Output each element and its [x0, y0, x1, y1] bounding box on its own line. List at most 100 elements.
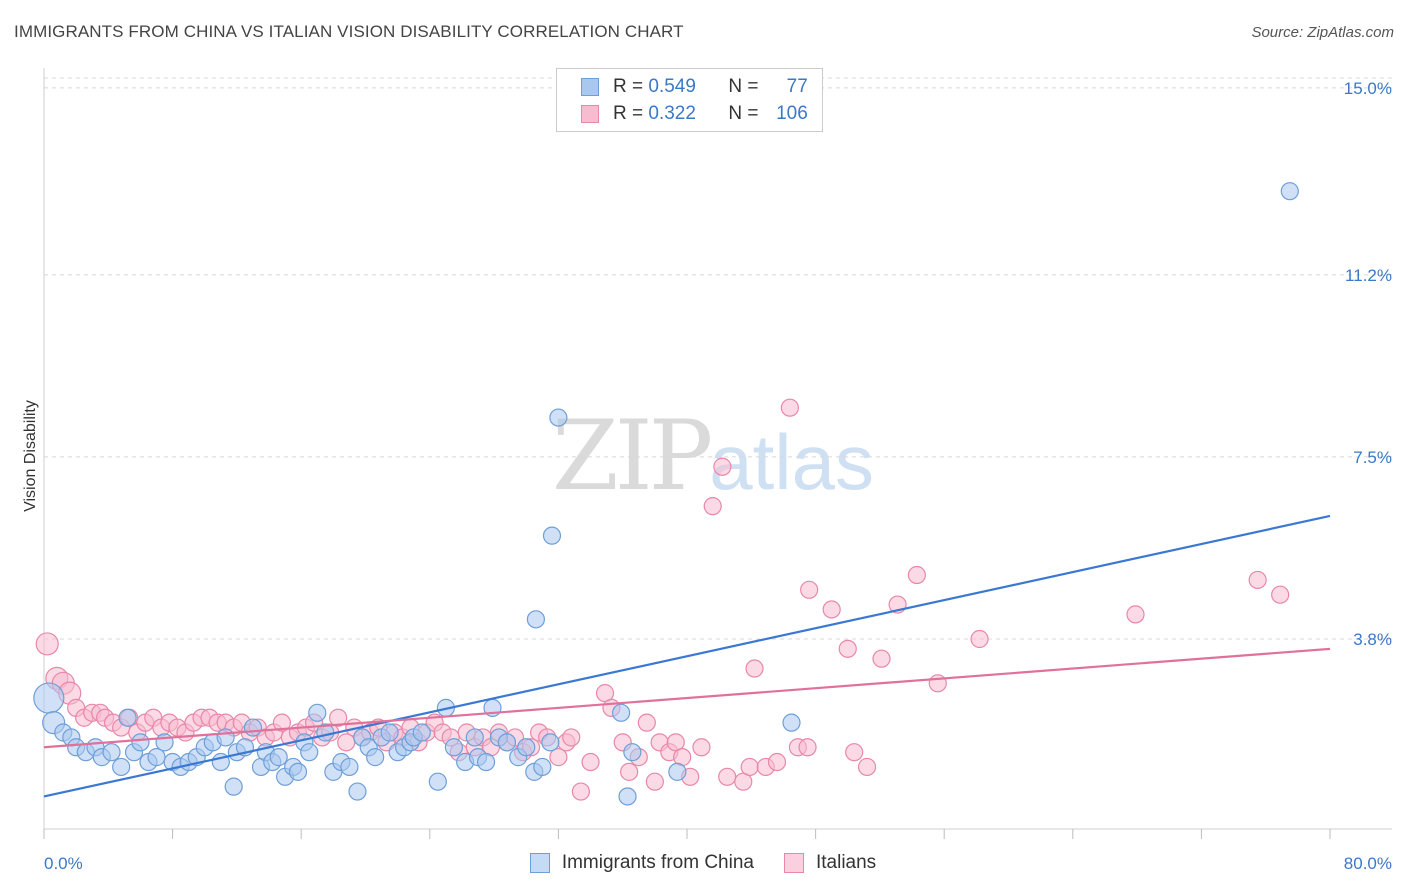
china-point: [782, 713, 801, 732]
china-point: [1280, 182, 1299, 201]
italians-point: [838, 639, 857, 658]
source-label: Source: ZipAtlas.com: [1251, 24, 1394, 41]
y-tick-label: 11.2%: [1345, 266, 1392, 285]
grid: [44, 77, 1392, 640]
china-point: [243, 718, 263, 737]
legend-r-label: R =: [613, 76, 644, 97]
china-point: [549, 408, 568, 427]
legend-r-value: 0.322: [648, 103, 696, 124]
china-point: [412, 723, 431, 742]
legend-r-label: R =: [613, 103, 644, 124]
china-point: [526, 610, 545, 629]
italians-point: [907, 565, 926, 585]
x-tick-label-min: 0.0%: [44, 854, 83, 873]
china-point: [465, 728, 484, 747]
italians-point: [562, 728, 581, 747]
china-point: [288, 762, 308, 781]
italians-point: [780, 398, 799, 417]
china-point: [497, 733, 517, 752]
series-legend: Immigrants from China Italians: [0, 852, 1406, 874]
china-point: [380, 723, 399, 742]
china-point: [112, 757, 131, 777]
china-point: [155, 733, 174, 752]
watermark-zip: ZIP: [552, 400, 713, 512]
italians-point: [800, 580, 819, 599]
china-point: [131, 733, 150, 752]
china-trend-line: [43, 514, 1331, 798]
y-tick-label: 3.8%: [1353, 630, 1392, 649]
china-point: [348, 782, 367, 801]
series-label-italians: Italians: [815, 852, 877, 873]
italians-point: [822, 600, 841, 619]
china-point: [340, 757, 359, 777]
legend-n-label: N =: [728, 76, 759, 97]
legend-r-value: 0.549: [648, 76, 696, 97]
watermark: ZIPatlas: [552, 400, 874, 512]
legend-swatch-italians: [581, 105, 599, 123]
y-tick-label: 15.0%: [1344, 79, 1392, 98]
legend-n-value: 106: [776, 103, 808, 124]
series-legend-china: Immigrants from China: [529, 852, 754, 874]
china-point: [541, 733, 560, 752]
watermark-atlas: atlas: [709, 418, 874, 506]
italians-point: [798, 738, 817, 757]
italians-point: [703, 497, 722, 516]
italians-point: [1126, 605, 1145, 624]
italians-point: [718, 767, 737, 786]
y-axis-label: Vision Disability: [22, 400, 39, 512]
italians-point: [645, 772, 664, 791]
legend-row-italians: R = 0.322 N = 106: [581, 101, 808, 127]
legend: R = 0.549 N = 77 R = 0.322 N = 106: [556, 68, 823, 132]
series-label-china: Immigrants from China: [561, 852, 754, 873]
china-point: [118, 708, 137, 727]
italians-point: [857, 757, 877, 777]
china-point: [102, 743, 121, 762]
points: [33, 182, 1299, 806]
x-tick-label-max: 80.0%: [1344, 854, 1392, 873]
china-point: [366, 748, 385, 767]
china-point: [533, 757, 552, 777]
italians-point: [620, 762, 639, 781]
italians-point: [35, 632, 59, 656]
italians-point: [329, 708, 348, 727]
chart-title: IMMIGRANTS FROM CHINA VS ITALIAN VISION …: [14, 22, 684, 41]
china-point: [269, 748, 288, 767]
italians-point: [872, 649, 891, 668]
legend-swatch-china: [581, 78, 599, 96]
legend-row-china: R = 0.549 N = 77: [581, 74, 808, 100]
italians-point: [740, 757, 759, 777]
china-point: [33, 682, 65, 714]
china-point: [224, 777, 243, 796]
china-point: [611, 703, 631, 722]
china-point: [216, 728, 235, 747]
china-point: [623, 743, 642, 762]
legend-n-value: 77: [786, 76, 808, 97]
italians-trend-line: [43, 647, 1331, 749]
italians-point: [845, 743, 864, 762]
italians-point: [970, 629, 989, 649]
italians-point: [745, 659, 764, 678]
china-point: [444, 738, 464, 757]
italians-point: [767, 752, 787, 772]
legend-n-label: N =: [728, 103, 759, 124]
china-point: [542, 526, 562, 545]
italians-point: [549, 748, 568, 767]
series-swatch-italians: [783, 853, 804, 873]
china-point: [476, 752, 496, 772]
series-swatch-china: [529, 853, 550, 873]
italians-point: [571, 782, 591, 801]
italians-point: [713, 457, 732, 476]
italians-point: [1248, 570, 1267, 590]
italians-point: [692, 738, 711, 757]
china-point: [308, 703, 327, 722]
y-tick-label: 7.5%: [1353, 448, 1392, 467]
china-point: [517, 738, 536, 757]
italians-point: [581, 752, 600, 772]
italians-point: [637, 713, 656, 732]
italians-point: [272, 713, 292, 732]
trend-lines: [43, 514, 1331, 798]
china-point: [428, 772, 447, 791]
china-point: [300, 743, 319, 762]
china-point: [618, 787, 637, 806]
